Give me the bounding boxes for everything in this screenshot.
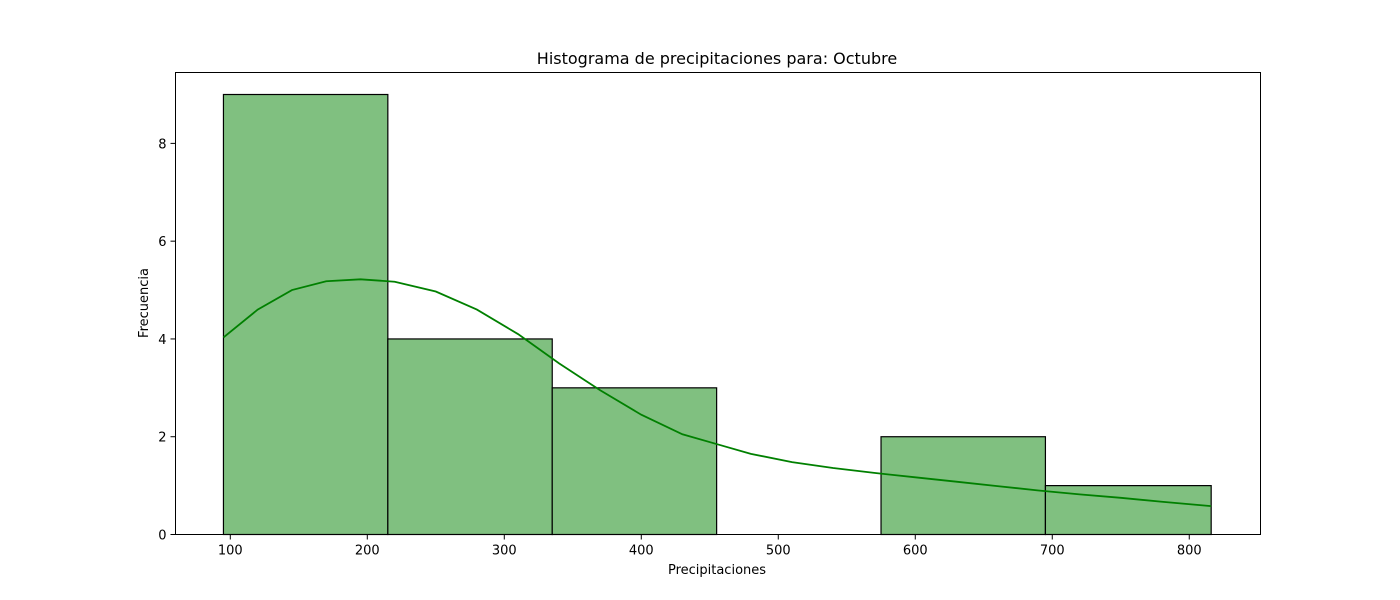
x-tick-label-0: 100 (218, 544, 243, 559)
histogram-bar-0 (222, 93, 389, 536)
x-tick-label-5: 600 (903, 544, 928, 559)
bars-group (222, 93, 1212, 536)
y-axis-label: Frecuencia (137, 268, 152, 338)
y-tick-label-2: 4 (158, 333, 166, 348)
x-tick-label-6: 700 (1040, 544, 1065, 559)
histogram-bar-1 (387, 338, 553, 536)
x-axis: 100 200 300 400 500 600 700 800 (218, 534, 1202, 559)
kde-curve (222, 278, 1212, 508)
x-tick-label-2: 300 (492, 544, 517, 559)
x-axis-label: Precipitaciones (668, 563, 766, 578)
histogram-bar-4 (880, 436, 1047, 536)
y-tick-label-0: 0 (158, 529, 166, 544)
x-tick-label-3: 400 (629, 544, 654, 559)
x-tick-label-4: 500 (766, 544, 791, 559)
chart-title: Histograma de precipitaciones para: Octu… (537, 49, 897, 68)
histogram-bar-2 (551, 387, 718, 536)
y-axis: 0 2 4 6 8 (158, 137, 176, 544)
y-tick-label-4: 8 (158, 137, 166, 152)
x-tick-label-7: 800 (1177, 544, 1202, 559)
y-tick-label-3: 6 (158, 235, 166, 250)
plot-frame (175, 72, 1261, 535)
x-tick-label-1: 200 (355, 544, 380, 559)
y-tick-label-1: 2 (158, 431, 166, 446)
